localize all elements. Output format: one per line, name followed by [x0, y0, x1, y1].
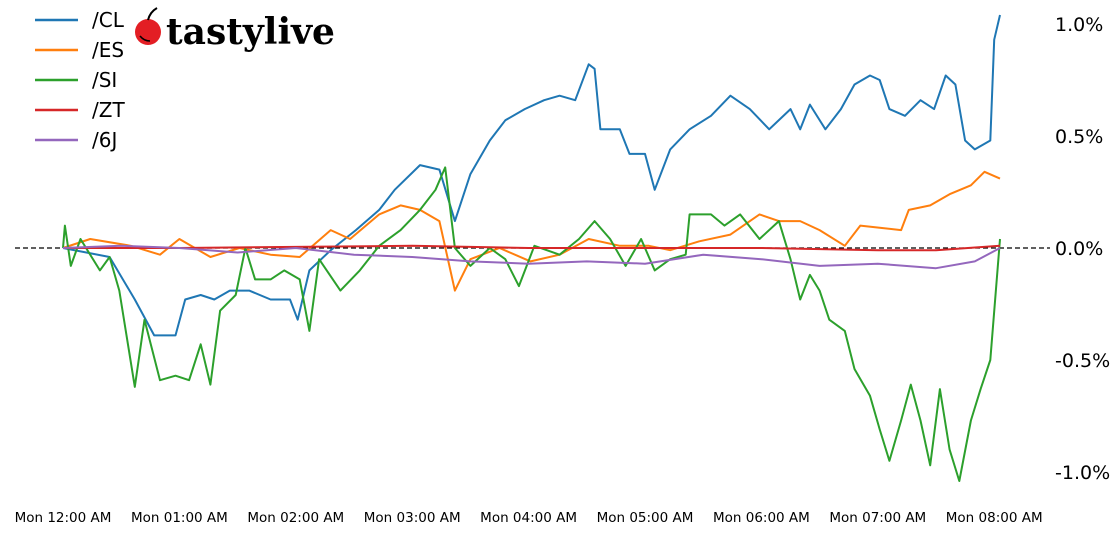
series-line-si: [62, 166, 1001, 482]
series-line-zt: [63, 244, 1001, 252]
x-tick-label: Mon 06:00 AM: [713, 510, 810, 526]
x-tick-label: Mon 03:00 AM: [364, 510, 461, 526]
legend-label: /6J: [92, 128, 117, 152]
series-line-6j: [62, 244, 1001, 270]
logo-text: tastylive: [166, 11, 335, 53]
y-tick-label: 0.5%: [1055, 126, 1103, 148]
legend-label: /ES: [92, 38, 124, 62]
x-tick-label: Mon 02:00 AM: [247, 510, 344, 526]
legend-label: /SI: [92, 68, 117, 92]
x-tick-label: Mon 07:00 AM: [829, 510, 926, 526]
y-tick-label: 0.0%: [1055, 238, 1103, 260]
y-tick-label: 1.0%: [1055, 14, 1103, 36]
series-line-cl: [62, 14, 1001, 337]
legend: /CL/ES/SI/ZT/6J: [35, 8, 125, 152]
legend-label: /ZT: [92, 98, 125, 122]
series-line-es: [62, 170, 1001, 292]
x-tick-label: Mon 08:00 AM: [946, 510, 1043, 526]
x-tick-label: Mon 04:00 AM: [480, 510, 577, 526]
legend-label: /CL: [92, 8, 125, 32]
y-tick-label: -1.0%: [1055, 462, 1110, 484]
x-tick-label: Mon 01:00 AM: [131, 510, 228, 526]
y-tick-label: -0.5%: [1055, 350, 1110, 372]
x-tick-label: Mon 12:00 AM: [15, 510, 112, 526]
tastylive-logo: tastylive: [135, 7, 335, 53]
x-tick-label: Mon 05:00 AM: [597, 510, 694, 526]
